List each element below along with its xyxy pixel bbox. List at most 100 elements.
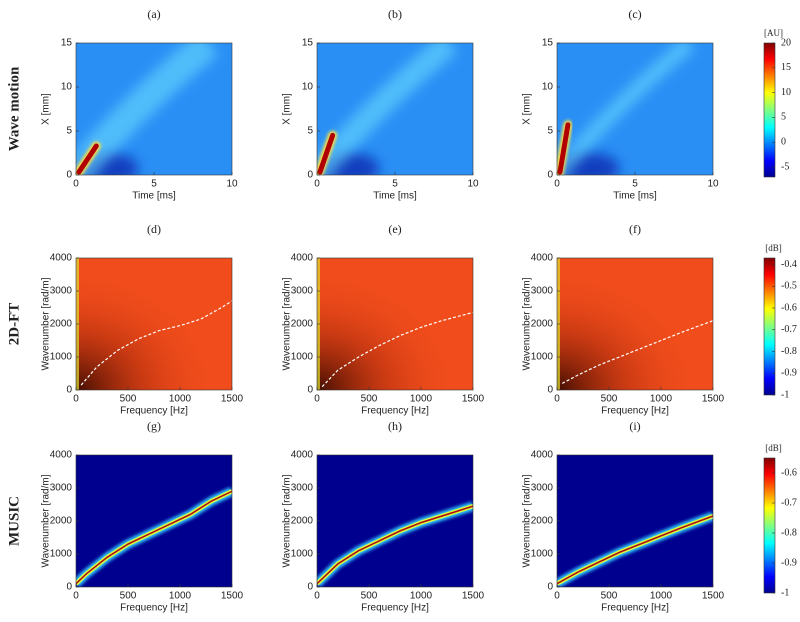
y-axis-label: X [mm] [41,93,52,125]
x-axis-label: Time [ms] [373,191,417,202]
x-axis-label: Frequency [Hz] [120,603,188,614]
plot-area [317,43,473,175]
y-tick-label: 0 [547,170,553,181]
x-tick-label: 5 [392,179,398,190]
y-tick-label: 3000 [531,286,554,297]
y-tick-label: 15 [61,38,73,49]
x-tick-label: 500 [601,591,618,602]
colorbar-label: [dB] [765,243,782,253]
panel-title: (b) [388,7,402,21]
colorbar-tick-label: -0.8 [781,346,797,357]
y-tick-label: 3000 [291,286,314,297]
y-tick-label: 1000 [531,352,554,363]
x-tick-label: 1500 [221,394,244,405]
y-tick-label: 1000 [531,549,554,560]
y-tick-label: 2000 [531,516,554,527]
y-axis-label: Wavenumber [rad/m] [41,474,52,567]
x-tick-label: 0 [314,591,320,602]
y-tick-label: 2000 [531,319,554,330]
plot-area [317,455,473,587]
row-label: 2D-FT [6,303,22,346]
x-tick-label: 1500 [462,394,485,405]
x-tick-label: 0 [314,179,320,190]
ridge [317,505,473,585]
colorbar-tick-label: -0.6 [781,467,797,478]
x-axis-label: Frequency [Hz] [361,603,429,614]
panel-title: (c) [628,7,641,21]
plot-area [557,455,713,587]
panel-title: (h) [388,419,402,433]
panel-title: (e) [388,222,401,236]
y-tick-label: 1000 [291,352,314,363]
colorbar-tick-label: 5 [781,112,786,123]
colorbar-tick-label: 20 [781,37,791,48]
x-tick-label: 0 [314,394,320,405]
dark-region [76,258,232,390]
plot-area [557,258,713,390]
x-axis-label: Frequency [Hz] [601,406,669,417]
x-tick-label: 1000 [169,394,192,405]
y-tick-label: 4000 [531,450,554,461]
x-tick-label: 1000 [410,394,433,405]
x-axis-label: Time [ms] [613,191,657,202]
colorbar-tick-label: 15 [781,62,791,73]
x-tick-label: 500 [120,394,137,405]
x-tick-label: 1500 [221,591,244,602]
y-tick-label: 5 [307,126,313,137]
colorbar-label: [AU] [764,28,783,38]
dashed-curve [561,320,713,384]
y-tick-label: 0 [66,385,72,396]
colorbar-tick-label: -0.9 [781,368,797,379]
y-tick-label: 10 [542,82,554,93]
ridge [557,515,713,585]
y-axis-label: Wavenumber [rad/m] [282,277,293,370]
y-tick-label: 3000 [531,483,554,494]
y-tick-label: 1000 [291,549,314,560]
plot-area [76,455,232,587]
x-tick-label: 0 [554,591,560,602]
colorbar [763,42,776,178]
colorbar-label: [dB] [765,443,782,453]
x-tick-label: 10 [707,179,719,190]
colorbar [763,457,776,594]
dark-region [557,258,713,390]
colorbar-tick-label: -0.4 [781,259,797,270]
y-tick-label: 0 [307,385,313,396]
y-tick-label: 2000 [291,516,314,527]
panel-title: (d) [147,222,161,236]
x-tick-label: 0 [73,179,79,190]
panel-title: (a) [147,7,160,21]
panel-title: (f) [629,222,641,236]
dashed-curve [80,300,232,386]
y-tick-label: 2000 [50,516,73,527]
colorbar-tick-label: -0.7 [781,324,797,335]
y-axis-label: Wavenumber [rad/m] [522,474,533,567]
colorbar-tick-label: -0.8 [781,527,797,538]
x-axis-label: Frequency [Hz] [601,603,669,614]
plot-area [317,258,473,390]
y-tick-label: 0 [307,170,313,181]
y-tick-label: 10 [302,82,314,93]
y-tick-label: 4000 [50,450,73,461]
wave-streak [76,143,99,175]
x-tick-label: 10 [467,179,479,190]
x-tick-label: 1000 [650,591,673,602]
x-axis-label: Frequency [Hz] [361,406,429,417]
y-tick-label: 10 [61,82,73,93]
wave-streak [557,122,571,175]
y-tick-label: 0 [547,385,553,396]
x-tick-label: 1000 [169,591,192,602]
colorbar-tick-label: 0 [781,137,786,148]
x-tick-label: 500 [601,394,618,405]
plot-area [76,43,232,175]
y-tick-label: 0 [66,170,72,181]
x-tick-label: 1000 [410,591,433,602]
x-tick-label: 1500 [702,394,725,405]
row-label: MUSIC [6,496,22,546]
colorbar-tick-label: -0.6 [781,302,797,313]
y-axis-label: Wavenumber [rad/m] [282,474,293,567]
y-tick-label: 4000 [50,253,73,264]
dashed-curve [321,311,473,388]
plot-area [76,258,232,390]
